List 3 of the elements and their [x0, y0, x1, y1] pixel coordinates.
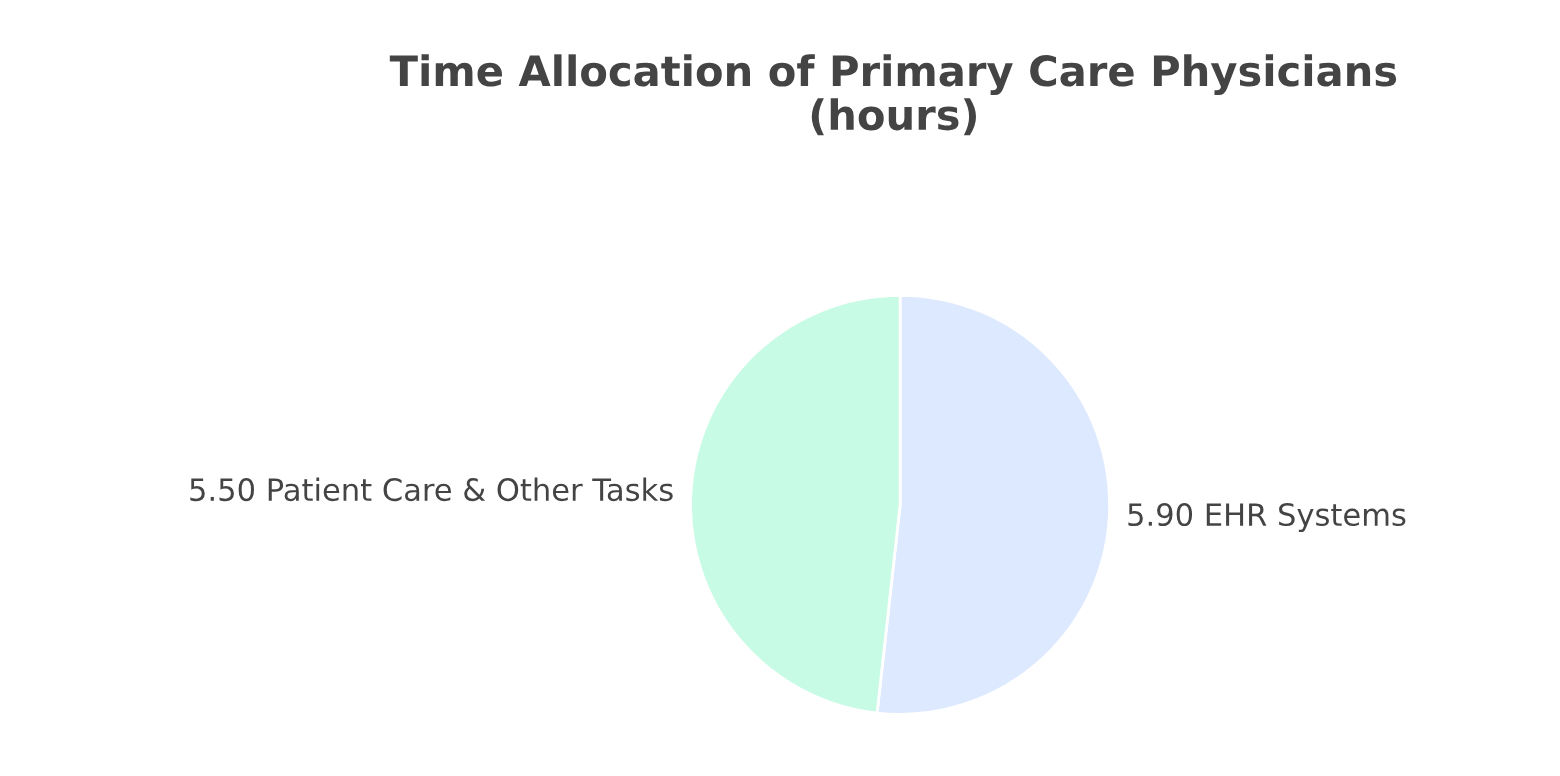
slice-label: 5.90 EHR Systems [1128, 503, 1406, 533]
chart-title: Time Allocation of Primary Care Physicians (hours) [389, 54, 1397, 136]
slice-label: 5.50 Patient Care & Other Tasks [190, 477, 673, 502]
